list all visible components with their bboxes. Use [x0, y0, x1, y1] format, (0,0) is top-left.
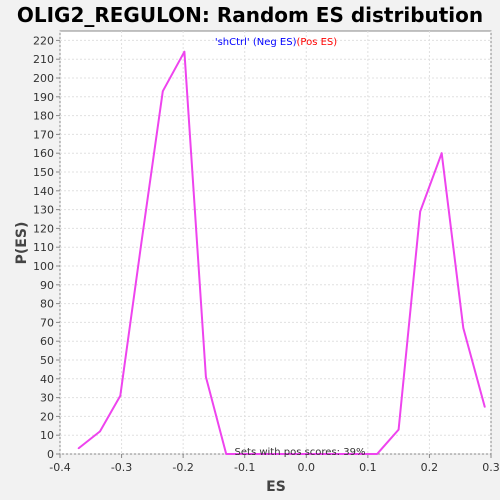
y-tick-label: 20	[40, 410, 54, 423]
y-tick-label: 40	[40, 373, 54, 386]
series-point	[246, 453, 249, 455]
x-tick-label: 0.3	[482, 461, 500, 474]
y-tick-label: 110	[33, 241, 54, 254]
y-tick-label: 120	[33, 222, 54, 235]
y-tick-label: 220	[33, 34, 54, 47]
chart-title: OLIG2_REGULON: Random ES distribution	[17, 3, 483, 27]
legend: 'shCtrl' (Neg ES)(Pos ES)	[215, 37, 337, 48]
y-tick-label: 90	[40, 279, 54, 292]
y-tick-label: 100	[33, 260, 54, 273]
x-tick-label: -0.1	[234, 461, 255, 474]
series-point	[119, 394, 122, 397]
series-point	[376, 453, 378, 455]
x-axis-label: ES	[266, 479, 286, 495]
x-tick-label: -0.2	[172, 461, 193, 474]
series-point	[290, 453, 292, 455]
y-tick-label: 80	[40, 298, 54, 311]
legend-entry-pos: (Pos ES)	[297, 37, 338, 48]
x-tick-label: 0.1	[359, 461, 377, 474]
series-point	[462, 327, 465, 329]
y-tick-label: 70	[40, 316, 54, 329]
x-tick-label: 0.0	[298, 461, 316, 474]
series-point	[354, 453, 357, 455]
series-point	[99, 430, 101, 433]
y-axis-label: P(ES)	[14, 222, 30, 265]
series-point	[397, 428, 400, 431]
y-tick-label: 130	[33, 204, 54, 217]
x-tick-label: -0.4	[49, 461, 70, 474]
x-tick-label: -0.3	[111, 461, 132, 474]
y-tick-label: 140	[33, 185, 54, 198]
y-tick-label: 60	[40, 335, 54, 348]
y-tick-label: 180	[33, 110, 54, 123]
axis-layer: 0 10 20 30 40 50 60 70 80 90 100 110 120 130 140 150 160…	[33, 34, 500, 474]
y-tick-label: 170	[33, 128, 54, 141]
y-tick-label: 160	[33, 147, 54, 160]
series-point	[268, 453, 271, 455]
series-point	[162, 90, 164, 92]
series-point	[311, 453, 314, 455]
series-point	[440, 152, 443, 154]
y-tick-label: 0	[47, 448, 54, 461]
series-line-0	[77, 50, 486, 455]
x-tick-label: 0.2	[421, 461, 439, 474]
y-tick-label: 30	[40, 392, 54, 405]
series-point	[77, 447, 80, 450]
series-point	[484, 406, 486, 408]
y-tick-label: 210	[33, 53, 54, 66]
legend-entry-neg: 'shCtrl' (Neg ES)	[215, 37, 297, 48]
series-layer	[77, 50, 486, 455]
series-point	[225, 453, 228, 455]
y-tick-label: 150	[33, 166, 54, 179]
y-tick-label: 50	[40, 354, 54, 367]
series-point	[419, 210, 421, 213]
series-point	[140, 242, 143, 245]
plot-area	[59, 30, 492, 455]
series-point	[205, 376, 207, 378]
series-point	[333, 453, 335, 455]
series-point	[183, 50, 186, 53]
y-tick-label: 200	[33, 72, 54, 85]
y-tick-label: 10	[40, 429, 54, 442]
pos-scores-annotation: Sets with pos scores: 39%	[235, 447, 366, 458]
y-tick-label: 190	[33, 91, 54, 104]
